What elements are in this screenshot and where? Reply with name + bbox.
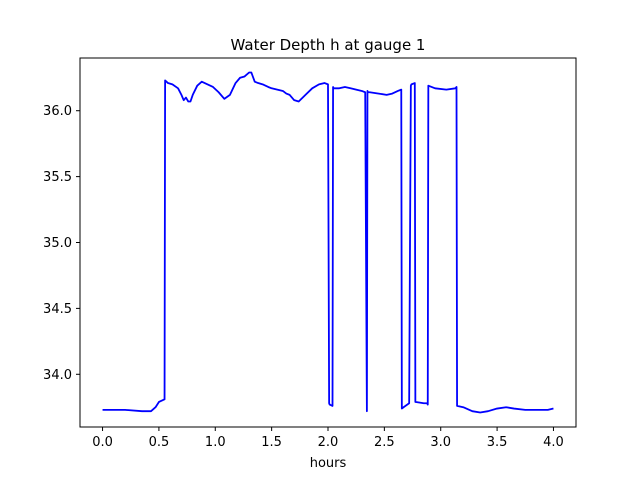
x-axis: 0.0 0.5 1.0 1.5 2.0 2.5 3.0 3.5 4.0 — [92, 427, 564, 450]
x-tick-label: 3.5 — [487, 435, 508, 450]
y-axis: 34.0 34.5 35.0 35.5 36.0 — [43, 104, 80, 383]
x-tick-label: 4.0 — [543, 435, 564, 450]
x-tick-label: 2.0 — [318, 435, 339, 450]
y-tick-label: 35.0 — [43, 236, 72, 251]
y-tick-label: 34.5 — [43, 302, 72, 317]
x-tick-label: 0.0 — [92, 435, 113, 450]
x-axis-label: hours — [310, 456, 347, 471]
chart-title: Water Depth h at gauge 1 — [231, 36, 426, 54]
x-tick-label: 0.5 — [149, 435, 170, 450]
y-tick-label: 36.0 — [43, 104, 72, 119]
x-tick-label: 2.5 — [374, 435, 395, 450]
y-tick-label: 34.0 — [43, 368, 72, 383]
x-tick-label: 1.0 — [205, 435, 226, 450]
series-line-0 — [102, 71, 554, 414]
x-tick-label: 3.0 — [430, 435, 451, 450]
x-tick-label: 1.5 — [261, 435, 282, 450]
y-tick-label: 35.5 — [43, 170, 72, 185]
